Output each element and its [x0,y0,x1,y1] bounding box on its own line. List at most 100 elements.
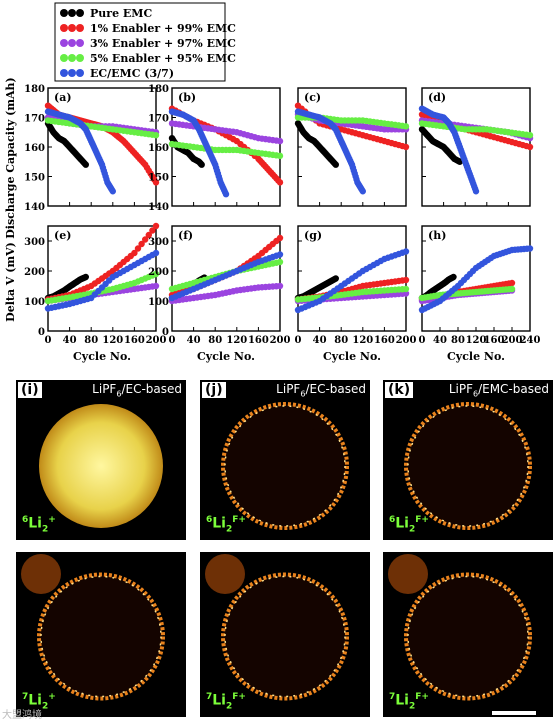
x-tick-label: 120 [352,335,373,346]
legend-marker [76,9,84,17]
x-axis-label: Cycle No. [323,350,381,363]
data-point [138,240,145,248]
data-point [508,279,516,287]
y-tick-label: 170 [24,114,45,125]
legend-marker [60,54,68,62]
data-point [222,191,230,198]
data-point [276,234,284,242]
x-tick-label: 0 [295,335,302,346]
data-point [149,227,156,234]
species-label: 6Li2+ [22,514,56,534]
panel-label: (b) [178,91,196,104]
panel-label: (f) [178,229,193,242]
top-panel: (c) [294,87,410,207]
y-tick-label: 180 [148,84,169,95]
image-header: LiPF6/EC-based [276,382,366,399]
legend-marker [76,54,84,62]
x-tick-label: 200 [396,335,417,346]
series-3-enabler-97-emc [168,282,284,305]
ring-image [388,554,532,701]
series-5-enabler-95-emc [168,140,284,160]
image-1-top: (i) LiPF6/EC-based 6Li2+ [16,380,186,540]
image-3-top: (k) LiPF6/EMC-based 6Li2F+ [383,380,553,540]
image-3-bottom: 7Li2F+ [383,552,553,717]
y-tick-label: 300 [24,237,45,248]
top-panel: 140 150 160 170 180 (b) [148,84,284,213]
legend-marker [68,54,76,62]
data-point [276,282,284,290]
species-label: 7Li2+ [22,691,56,711]
legend-marker [68,39,76,47]
panel-label: (h) [428,229,446,242]
y-tick-label: 0 [162,327,169,338]
ring-image [205,554,349,701]
data-point [402,276,410,284]
data-point [332,161,339,168]
y-tick-label: 160 [24,143,45,154]
legend-marker [68,69,76,77]
image-letter: (j) [202,382,226,398]
x-tick-label: 80 [208,335,222,346]
series-5-enabler-95-emc [294,285,410,303]
image-2-top: (j) LiPF6/EC-based 6Li2F+ [200,380,370,540]
ring-image [221,402,349,530]
species-label: 6Li2F+ [206,514,246,534]
x-tick-label: 0 [419,335,426,346]
x-tick-label: 240 [520,335,541,346]
legend-marker [76,24,84,32]
data-point [276,179,284,186]
panel-frame [47,225,157,332]
panel-frame [47,87,157,207]
data-point [402,285,410,293]
panel-frame [171,225,281,332]
species-label: 7Li2F+ [389,691,429,711]
x-tick-label: 200 [270,335,291,346]
series-5-enabler-95-emc [418,285,516,302]
y-tick-label: 150 [148,173,169,184]
data-point [276,258,284,266]
y-tick-label: 170 [148,114,169,125]
x-tick-label: 80 [334,335,348,346]
panel-frame [297,87,407,207]
data-point [82,273,90,281]
x-tick-label: 160 [484,335,505,346]
data-point [508,285,516,293]
x-axis-label: Cycle No. [197,350,255,363]
y-tick-label: 140 [148,202,169,213]
y-tick-label: 180 [24,84,45,95]
x-tick-label: 40 [433,335,447,346]
data-point [332,275,339,282]
species-label: 6Li2F+ [389,514,429,534]
x-tick-label: 0 [169,335,176,346]
chart-legend: Pure EMC 1% Enabler + 99% EMC 3% Enabler +… [54,2,236,82]
data-point [402,123,410,130]
legend-marker [68,24,76,32]
x-tick-label: 200 [502,335,523,346]
panel-label: (d) [428,91,446,104]
data-point [152,282,160,290]
series-ec-emc-3-7- [168,251,284,302]
data-point [152,222,160,230]
data-point [152,249,160,257]
y-tick-label: 140 [24,202,45,213]
image-1-bottom: 7Li2+ [16,552,186,717]
series-pure-emc [418,126,463,165]
data-point [276,251,284,258]
series-pure-emc [294,120,339,168]
legend-label: 3% Enabler + 97% EMC [90,37,236,50]
scale-bar [492,711,536,715]
x-tick-label: 80 [451,335,465,346]
data-point [142,236,149,243]
legend-marker [60,39,68,47]
data-point [472,188,480,195]
x-tick-label: 40 [187,335,201,346]
x-tick-label: 120 [102,335,123,346]
data-point [402,290,410,297]
legend-marker [76,69,84,77]
data-point [152,179,160,186]
data-point [276,152,284,160]
data-point [359,188,366,195]
series-ec-emc-3-7- [418,245,534,314]
x-axis-label: Cycle No. [73,350,131,363]
